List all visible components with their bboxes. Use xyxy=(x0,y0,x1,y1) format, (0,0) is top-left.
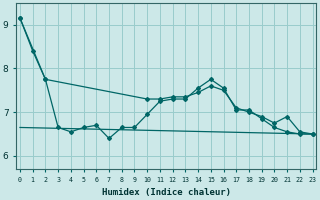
X-axis label: Humidex (Indice chaleur): Humidex (Indice chaleur) xyxy=(102,188,231,197)
